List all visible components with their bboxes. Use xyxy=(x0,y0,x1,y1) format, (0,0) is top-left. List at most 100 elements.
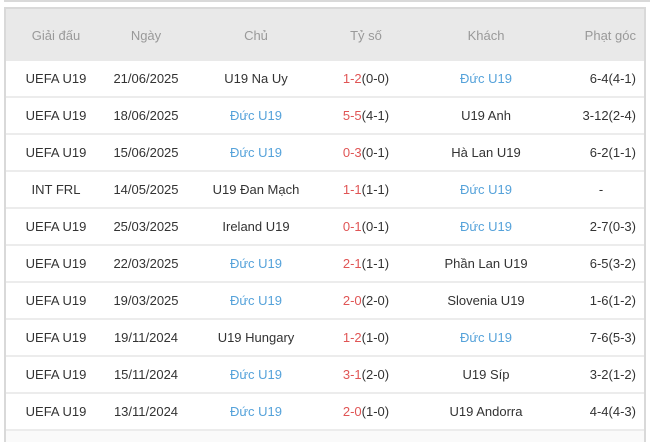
date-cell: 19/03/2025 xyxy=(113,293,179,308)
away-team-name: Đức U19 xyxy=(459,182,513,197)
table-row: UEFA U19 18/06/2025 Đức U19 5-5(4-1) U19… xyxy=(6,98,644,135)
score-cell: 2-0(2-0) xyxy=(326,293,406,308)
table-row: UEFA U19 15/11/2024 Đức U19 3-1(2-0) U19… xyxy=(6,357,644,394)
home-team-name: Đức U19 xyxy=(229,404,283,419)
home-team-name: Đức U19 xyxy=(229,367,283,382)
date-cell: 25/03/2025 xyxy=(113,219,179,234)
column-header-score: Tỷ số xyxy=(350,27,382,43)
home-team-name: Ireland U19 xyxy=(222,219,290,234)
score-cell: 1-2(1-0) xyxy=(326,330,406,345)
league-cell: UEFA U19 xyxy=(25,256,87,271)
corners-cell: 6-2(1-1) xyxy=(589,145,636,160)
date-cell: 18/06/2025 xyxy=(113,108,179,123)
league-cell: UEFA U19 xyxy=(25,145,87,160)
away-team-name: Slovenia U19 xyxy=(447,293,525,308)
score-cell: 1-2(0-0) xyxy=(326,71,406,86)
date-cell: 13/11/2024 xyxy=(113,404,179,419)
corners-cell: 4-4(4-3) xyxy=(589,404,636,419)
home-team-name: U19 Hungary xyxy=(217,330,295,345)
corners-cell: 6-5(3-2) xyxy=(589,256,636,271)
away-team-name: Đức U19 xyxy=(459,71,513,86)
league-cell: UEFA U19 xyxy=(25,404,87,419)
date-cell: 15/11/2024 xyxy=(113,367,179,382)
fulltime-score: 0-3 xyxy=(342,145,362,160)
table-header-row: Giải đấu Ngày Chủ Tỷ số Khách Phạt góc xyxy=(6,9,644,61)
fulltime-score: 2-0 xyxy=(342,293,362,308)
away-team-name: Đức U19 xyxy=(459,330,513,345)
table-row: UEFA U19 25/03/2025 Ireland U19 0-1(0-1)… xyxy=(6,209,644,246)
column-header-corners: Phạt góc xyxy=(584,27,636,43)
away-team-name: Hà Lan U19 xyxy=(451,145,521,160)
fulltime-score: 5-5 xyxy=(342,108,362,123)
date-cell: 19/11/2024 xyxy=(113,330,179,345)
fulltime-score: 3-1 xyxy=(342,367,362,382)
halftime-score: (2-0) xyxy=(361,367,390,382)
halftime-score: (0-1) xyxy=(361,219,390,234)
date-cell: 21/06/2025 xyxy=(113,71,179,86)
table-row: UEFA U19 19/11/2024 U19 Hungary 1-2(1-0)… xyxy=(6,320,644,357)
score-cell: 2-0(1-0) xyxy=(326,404,406,419)
corners-cell: 3-2(1-2) xyxy=(589,367,636,382)
away-team-name: U19 Síp xyxy=(462,367,510,382)
league-cell: UEFA U19 xyxy=(25,367,87,382)
table-body: UEFA U19 21/06/2025 U19 Na Uy 1-2(0-0) Đ… xyxy=(6,61,644,431)
corners-cell: 7-6(5-3) xyxy=(589,330,636,345)
halftime-score: (1-0) xyxy=(361,330,390,345)
league-cell: INT FRL xyxy=(31,182,81,197)
halftime-score: (0-0) xyxy=(361,71,390,86)
table-row: UEFA U19 13/11/2024 Đức U19 2-0(1-0) U19… xyxy=(6,394,644,431)
date-cell: 14/05/2025 xyxy=(113,182,179,197)
away-team-name: U19 Andorra xyxy=(449,404,523,419)
home-team-name: U19 Na Uy xyxy=(224,71,288,86)
halftime-score: (4-1) xyxy=(361,108,390,123)
away-team-name: Phần Lan U19 xyxy=(444,256,528,271)
match-history-table: Giải đấu Ngày Chủ Tỷ số Khách Phạt góc U… xyxy=(4,7,646,442)
table-row: INT FRL 14/05/2025 U19 Đan Mạch 1-1(1-1)… xyxy=(6,172,644,209)
fulltime-score: 1-1 xyxy=(342,182,362,197)
table-row: UEFA U19 22/03/2025 Đức U19 2-1(1-1) Phầ… xyxy=(6,246,644,283)
corners-cell: 2-7(0-3) xyxy=(589,219,636,234)
away-team-name: U19 Anh xyxy=(461,108,511,123)
score-cell: 3-1(2-0) xyxy=(326,367,406,382)
score-cell: 2-1(1-1) xyxy=(326,256,406,271)
fulltime-score: 1-2 xyxy=(342,330,362,345)
fulltime-score: 1-2 xyxy=(342,71,362,86)
league-cell: UEFA U19 xyxy=(25,330,87,345)
column-header-league: Giải đấu xyxy=(31,27,81,43)
score-cell: 5-5(4-1) xyxy=(326,108,406,123)
column-header-away: Khách xyxy=(467,27,505,43)
halftime-score: (2-0) xyxy=(361,293,390,308)
league-cell: UEFA U19 xyxy=(25,219,87,234)
table-row: UEFA U19 15/06/2025 Đức U19 0-3(0-1) Hà … xyxy=(6,135,644,172)
score-cell: 0-1(0-1) xyxy=(326,219,406,234)
column-header-date: Ngày xyxy=(130,27,162,43)
table-footer-strip xyxy=(6,431,644,442)
home-team-name: Đức U19 xyxy=(229,293,283,308)
corners-cell: 1-6(1-2) xyxy=(589,293,636,308)
halftime-score: (1-0) xyxy=(361,404,390,419)
league-cell: UEFA U19 xyxy=(25,293,87,308)
table-row: UEFA U19 19/03/2025 Đức U19 2-0(2-0) Slo… xyxy=(6,283,644,320)
home-team-name: Đức U19 xyxy=(229,256,283,271)
away-team-name: Đức U19 xyxy=(459,219,513,234)
league-cell: UEFA U19 xyxy=(25,108,87,123)
fulltime-score: 2-0 xyxy=(342,404,362,419)
fulltime-score: 2-1 xyxy=(342,256,362,271)
table-row: UEFA U19 21/06/2025 U19 Na Uy 1-2(0-0) Đ… xyxy=(6,61,644,98)
home-team-name: Đức U19 xyxy=(229,108,283,123)
date-cell: 15/06/2025 xyxy=(113,145,179,160)
home-team-name: Đức U19 xyxy=(229,145,283,160)
corners-cell: 6-4(4-1) xyxy=(589,71,636,86)
league-cell: UEFA U19 xyxy=(25,71,87,86)
column-header-home: Chủ xyxy=(244,27,268,43)
halftime-score: (1-1) xyxy=(361,256,390,271)
halftime-score: (0-1) xyxy=(361,145,390,160)
halftime-score: (1-1) xyxy=(361,182,390,197)
top-divider xyxy=(4,0,650,2)
score-cell: 1-1(1-1) xyxy=(326,182,406,197)
home-team-name: U19 Đan Mạch xyxy=(212,182,300,197)
corners-cell: 3-12(2-4) xyxy=(582,108,636,123)
corners-cell: - xyxy=(598,182,604,197)
fulltime-score: 0-1 xyxy=(342,219,362,234)
